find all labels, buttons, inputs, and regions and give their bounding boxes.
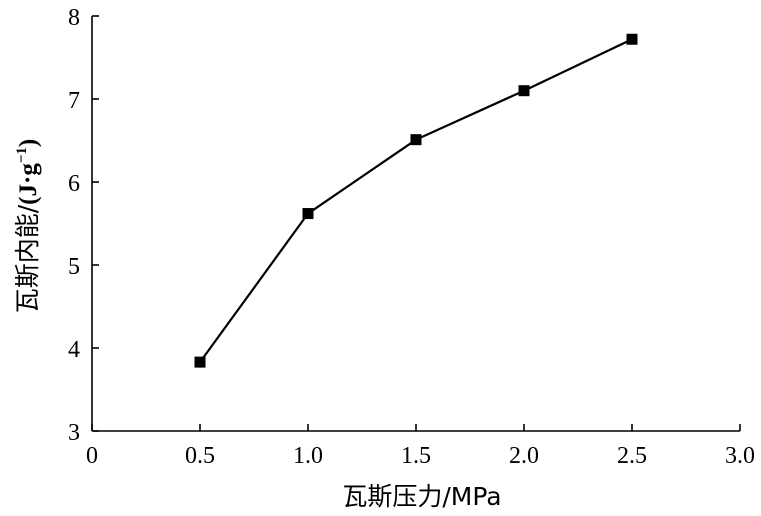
x-tick-label: 3.0 [725,443,755,469]
x-tick-label: 1.5 [401,443,431,469]
x-tick-label: 2.5 [617,443,647,469]
data-point-marker [518,85,530,97]
y-axis-title-close: ) [15,139,42,147]
data-point-marker [410,134,422,146]
data-point-marker [626,33,638,45]
y-tick-label: 4 [68,337,80,363]
x-axis-title: 瓦斯压力/MPa [342,482,501,511]
x-tick-label: 0 [86,443,98,469]
y-tick-label: 5 [68,254,80,280]
axes [91,16,740,432]
x-ticks: 0 0.5 1.0 1.5 2.0 2.5 3.0 [86,424,755,469]
x-tick-label: 2.0 [509,443,539,469]
data-point-marker [302,208,314,220]
y-axis-title-unit: (J·g [15,163,42,205]
x-tick-label: 1.0 [293,443,323,469]
y-tick-label: 7 [68,88,80,114]
y-tick-label: 6 [68,171,80,197]
data-point-marker [194,356,206,368]
y-axis-title: 瓦斯内能/(J·g−1) [13,139,42,314]
y-axis-title-main: 瓦斯内能/ [13,204,42,313]
series [194,33,638,368]
y-axis-title-superscript: −1 [14,147,30,163]
y-tick-label: 3 [68,420,80,446]
y-ticks: 3 4 5 6 7 8 [68,5,99,446]
x-tick-label: 0.5 [185,443,215,469]
series-line [199,38,633,363]
y-tick-label: 8 [68,5,80,31]
